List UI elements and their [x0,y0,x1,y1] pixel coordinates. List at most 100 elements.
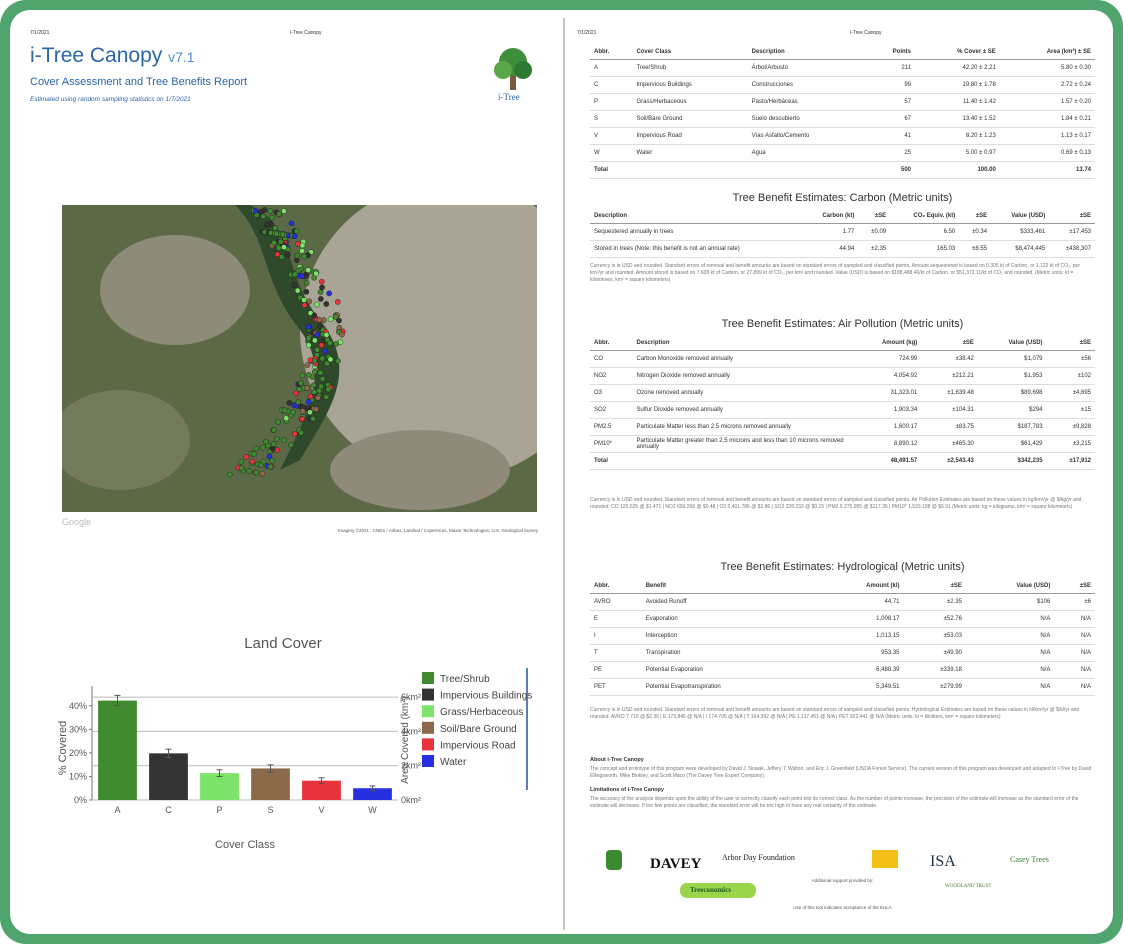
table-cell: N/A [1054,662,1095,679]
table-cell: Vías Asfalto/Cemento [748,128,867,145]
section-title: Tree Benefit Estimates: Carbon (Metric u… [590,192,1095,204]
sample-point [253,208,258,213]
sample-point [308,394,313,399]
table-cell: ±3,215 [1047,436,1095,453]
eula-note: Use of this tool indicates acceptance of… [590,905,1095,910]
table-cell: 13.40 ± 1.52 [915,111,1000,128]
table-cell: 67 [867,111,915,128]
sample-point [260,471,265,476]
report-screenshot: Land CoverCover Class% CoveredArea Cover… [0,0,1123,944]
table-cell: Soil/Bare Ground [632,111,747,128]
table-cell: Interception [642,628,817,645]
table-cell: ±465.30 [921,436,978,453]
sample-point [313,271,318,276]
table-cell: NO2 [590,368,633,385]
table-cell: Impervious Buildings [632,77,747,94]
table-row: Stored in trees (Note: this benefit is n… [590,241,1095,258]
limitations-text: The accuracy of the analysis depends upo… [590,796,1095,810]
table-cell: Tree/Shrub [632,60,747,77]
sample-point [227,472,232,477]
sample-point [318,289,323,294]
sample-point [315,332,320,337]
table-cell: 1,600.17 [851,419,922,436]
column-header: Description [590,208,803,224]
table-row: WWaterAgua255.00 ± 0.970.69 ± 0.13 [590,145,1095,162]
sample-point [317,317,322,322]
sample-point [327,340,332,345]
table-cell: Carbon Monoxide removed annually [633,351,851,368]
column-header: ±SE [959,208,991,224]
table-cell: 1.57 ± 0.20 [1000,94,1095,111]
sample-point [307,299,312,304]
sample-point [279,254,284,259]
sample-point [299,248,304,253]
farmland [50,390,190,490]
table-cell: ±17,912 [1047,453,1095,470]
total-row: Total500100.0013.74 [590,162,1095,179]
logo-crown [514,61,532,79]
x-axis-label: Cover Class [215,839,275,851]
sample-point [318,370,323,375]
table-cell: 4,054.92 [851,368,922,385]
x-tick-label: A [114,805,120,815]
table-cell: ±9,828 [1047,419,1095,436]
table-cell: 2.72 ± 0.24 [1000,77,1095,94]
sample-point [271,427,276,432]
table-cell: ±17,453 [1049,224,1095,241]
sample-point [320,376,325,381]
table-cell: Evaporation [642,611,817,628]
legend-label: Tree/Shrub [440,674,490,685]
sample-point [318,296,323,301]
sample-point [306,267,311,272]
column-header: Description [633,335,851,351]
sample-point [268,464,273,469]
column-header: ±SE [921,335,978,351]
sample-point [312,313,317,318]
table-cell: ±38.42 [921,351,978,368]
sample-point [260,445,265,450]
table-cell: ±83.75 [921,419,978,436]
table-cell: N/A [1054,679,1095,696]
sample-point [276,246,281,251]
table-cell: Transpiration [642,645,817,662]
table-cell: 99 [867,77,915,94]
legend-swatch [422,672,434,684]
sample-point [289,221,294,226]
sample-point [328,317,333,322]
table-cell: ±104.31 [921,402,978,419]
table-cell: Nitrogen Dioxide removed annually [633,368,851,385]
y2-tick-label: 6km² [401,692,421,702]
print-date: 7/1/2021 [577,30,596,36]
table-cell [632,162,747,179]
column-header: Amount (kg) [851,335,922,351]
column-header: Carbon (kt) [803,208,858,224]
urban-area [330,430,510,510]
column-header: Benefit [642,578,817,594]
x-tick-label: S [267,805,273,815]
table-cell: 6.50 [890,224,959,241]
table-cell: 165.03 [890,241,959,258]
column-header: Value (USD) [991,208,1049,224]
y2-tick-label: 4km² [401,726,421,736]
table-cell: 953.35 [817,645,904,662]
sample-point [253,446,258,451]
table-note: Currency is in USD and rounded. Standard… [590,497,1095,511]
sample-point [301,297,306,302]
legend-label: Water [440,757,467,768]
sample-point [239,466,244,471]
sample-point [292,431,297,436]
table-cell: Agua [748,145,867,162]
sample-point [284,416,289,421]
report-note: Estimated using random sampling statisti… [30,96,191,103]
column-header: Points [867,44,915,60]
sample-point [312,338,317,343]
sample-point [320,356,325,361]
sample-point [300,416,305,421]
table-cell: 211 [867,60,915,77]
column-header: CO₂ Equiv. (kt) [890,208,959,224]
table-cell: ±2.35 [904,594,966,611]
